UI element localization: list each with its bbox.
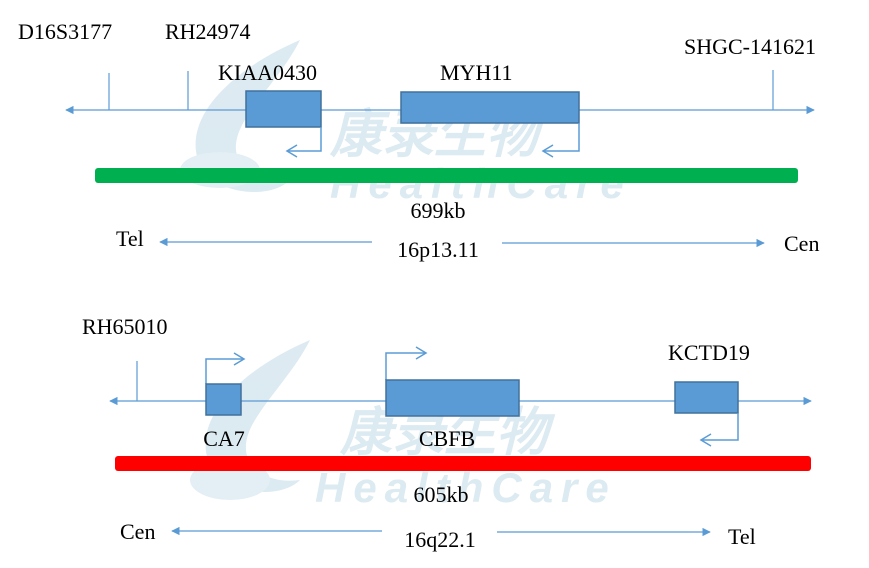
gene-box-myh11 (400, 91, 580, 124)
strand-arrow-kctd19 (702, 413, 739, 441)
watermark-en-text: HealthCare (330, 160, 632, 207)
bottom-panel: RH65010 CA7 CBFB KCTD19 605kb Cen 16q22.… (82, 314, 812, 552)
region-bar-bottom (115, 456, 811, 471)
region-bar-top (95, 168, 798, 183)
forward-arrowhead-icon (415, 346, 428, 360)
gene-label-ca7: CA7 (203, 426, 245, 451)
reverse-arrowhead-icon (541, 144, 554, 158)
band-label-bottom: 16q22.1 (404, 527, 476, 552)
gene-label-kctd19: KCTD19 (668, 340, 750, 365)
gene-label-cbfb: CBFB (419, 426, 475, 451)
gene-box-kiaa0430 (245, 90, 322, 128)
strand-arrow-kiaa0430 (288, 127, 322, 152)
watermark-bottom: 康录生物 HealthCare (190, 340, 617, 511)
reverse-arrowhead-icon (699, 433, 712, 447)
marker-label-shgc-141621: SHGC-141621 (684, 34, 816, 59)
marker-label-rh24974: RH24974 (165, 19, 251, 44)
top-panel: D16S3177 RH24974 SHGC-141621 KIAA0430 MY… (18, 19, 819, 262)
forward-arrowhead-icon (233, 352, 246, 366)
region-size-top: 699kb (411, 198, 466, 223)
gene-label-myh11: MYH11 (440, 60, 513, 85)
marker-label-rh65010: RH65010 (82, 314, 168, 339)
orientation-right-bottom: Tel (728, 524, 756, 549)
gene-box-cbfb (385, 379, 520, 417)
reverse-arrowhead-icon (285, 144, 298, 158)
marker-label-d16s3177: D16S3177 (18, 19, 112, 44)
band-label-top: 16p13.11 (397, 237, 479, 262)
orientation-left-top: Tel (116, 226, 144, 251)
orientation-left-bottom: Cen (120, 519, 155, 544)
gene-label-kiaa0430: KIAA0430 (218, 60, 317, 85)
orientation-right-top: Cen (784, 231, 819, 256)
strand-arrow-myh11 (544, 123, 580, 152)
gene-box-kctd19 (674, 381, 739, 414)
watermark-en-text-2: HealthCare (315, 464, 617, 511)
gene-box-ca7 (205, 383, 242, 416)
strand-arrow-cbfb (385, 352, 425, 380)
strand-arrow-ca7 (205, 358, 243, 384)
region-size-bottom: 605kb (414, 482, 469, 507)
